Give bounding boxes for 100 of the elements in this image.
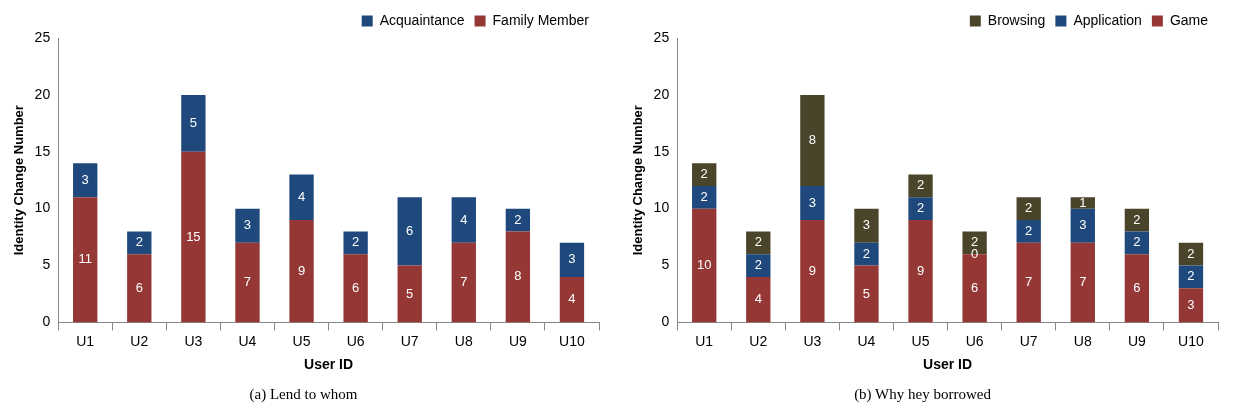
bar (800, 185, 825, 221)
y-tick-label: 20 (34, 85, 51, 102)
x-tick-label: U9 (1127, 332, 1147, 349)
y-tick-label: 15 (34, 142, 51, 159)
x-tick-label: U9 (508, 332, 528, 349)
data-label: 2 (514, 211, 522, 227)
y-tick-label: 20 (653, 85, 670, 102)
data-label: 6 (971, 279, 979, 295)
x-tick-label: U7 (1019, 332, 1038, 349)
bar (505, 231, 531, 323)
bar (235, 208, 260, 243)
data-label: 11 (78, 251, 92, 267)
data-label: 8 (808, 131, 816, 147)
y-tick-label: 15 (653, 142, 670, 159)
data-label: 6 (406, 222, 414, 238)
text: (b) Why hey borrowed (854, 385, 992, 403)
text: (a) Lend to whom (249, 385, 358, 403)
data-label: 5 (862, 285, 871, 301)
data-label: 2 (135, 234, 143, 250)
legend-label: Family Member (492, 11, 590, 28)
x-tick-label: U10 (559, 332, 586, 349)
x-tick-label: U3 (803, 332, 822, 349)
data-label: 6 (135, 279, 143, 295)
data-label: 4 (297, 188, 306, 204)
bar (559, 242, 585, 277)
data-label: 7 (460, 274, 468, 290)
x-tick-label: U5 (911, 332, 930, 349)
bar (397, 197, 422, 266)
data-label: 3 (243, 217, 252, 233)
data-label: 2 (1025, 222, 1033, 238)
x-tick-label: U5 (292, 332, 311, 349)
bar (1016, 220, 1041, 243)
data-label: 3 (568, 251, 576, 267)
x-tick-label: U2 (130, 332, 149, 349)
data-label: 2 (700, 188, 708, 204)
data-label: 2 (754, 234, 762, 250)
bar (73, 197, 98, 323)
bar (746, 276, 771, 323)
bar (800, 220, 825, 323)
x-axis-title: User ID (304, 356, 354, 373)
x-tick-label: U8 (1073, 332, 1092, 349)
y-tick-label: 25 (653, 28, 670, 45)
data-label: 5 (189, 114, 197, 130)
bar (127, 254, 152, 323)
y-tick-label: 0 (661, 313, 670, 330)
bar (1178, 288, 1204, 323)
bar (1016, 197, 1041, 221)
data-label: 2 (1133, 234, 1141, 250)
bar (746, 254, 771, 277)
data-label: 1 (1079, 194, 1087, 210)
data-label: 8 (514, 268, 522, 284)
bar (451, 242, 476, 323)
bar (746, 231, 771, 255)
data-label: 7 (1025, 274, 1033, 290)
data-label: 15 (186, 228, 201, 244)
data-label: 9 (808, 262, 816, 278)
bar (559, 276, 585, 323)
data-label: 2 (352, 234, 360, 250)
x-tick-label: U4 (238, 332, 257, 349)
bar (343, 231, 368, 255)
bar (908, 220, 933, 323)
bar (800, 94, 825, 186)
data-label: 9 (916, 262, 925, 278)
y-axis-title: Identity Change Number (11, 105, 27, 256)
bar (1070, 197, 1095, 209)
bar (1070, 242, 1095, 323)
data-label: 3 (808, 194, 816, 210)
bar (854, 265, 879, 323)
bar (1124, 231, 1150, 255)
bar (854, 208, 879, 243)
data-label: 2 (916, 177, 925, 193)
legend-label: Game (1169, 11, 1209, 28)
bar (73, 163, 98, 198)
x-tick-label: U3 (184, 332, 203, 349)
data-label: 4 (754, 291, 762, 307)
data-label: 7 (1079, 274, 1087, 290)
data-label: 5 (406, 285, 414, 301)
data-label: 2 (700, 166, 708, 182)
y-axis-title: Identity Change Number (630, 105, 646, 256)
x-tick-label: U8 (454, 332, 473, 349)
y-tick-label: 25 (34, 28, 51, 45)
bar (451, 197, 476, 243)
bar (854, 242, 879, 266)
x-tick-label: U4 (857, 332, 876, 349)
data-label: 7 (243, 274, 252, 290)
bar (1178, 242, 1204, 266)
legend-label: Acquaintance (379, 11, 465, 28)
y-tick-label: 10 (653, 199, 670, 216)
bar (1124, 254, 1150, 323)
y-tick-label: 5 (661, 256, 670, 273)
y-tick-label: 10 (34, 199, 51, 216)
data-label: 10 (696, 257, 712, 273)
x-tick-label: U1 (695, 332, 714, 349)
data-label: 6 (352, 279, 360, 295)
x-tick-label: U7 (400, 332, 419, 349)
x-tick-label: U6 (346, 332, 365, 349)
bar (343, 254, 368, 323)
bar (1070, 208, 1095, 243)
data-label: 2 (1187, 268, 1195, 284)
x-axis-title: User ID (923, 356, 973, 373)
